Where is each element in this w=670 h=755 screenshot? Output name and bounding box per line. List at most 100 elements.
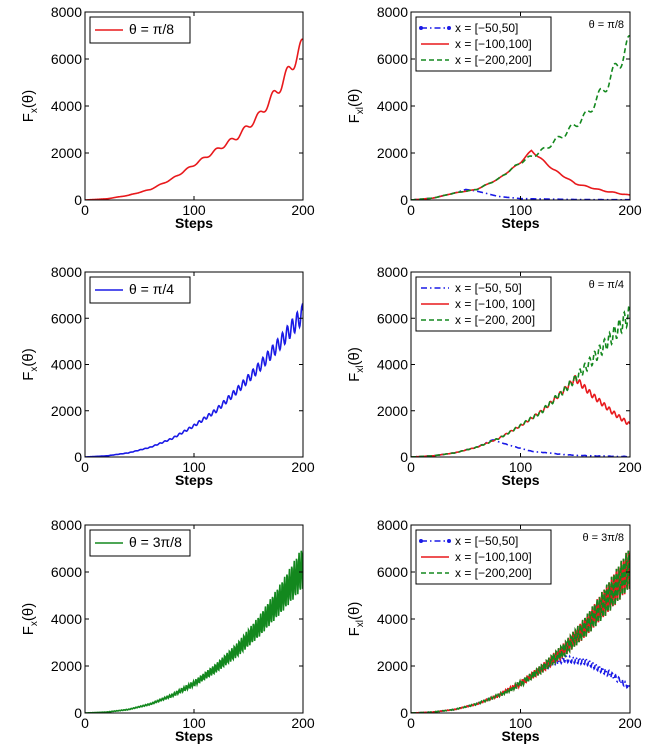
legend-label-1: x = [−100,100] (455, 37, 532, 51)
x-axis-label: Steps (175, 215, 213, 231)
y-label-sub: x (29, 367, 40, 372)
x-tick-label: 0 (81, 459, 89, 475)
y-label-tail: (θ) (346, 602, 363, 620)
plot-p4: 0 2000 4000 6000 8000 0 100 200 Steps Fxl(θ) θ = π… (346, 264, 642, 488)
legend-label-0: x = [−50, 50] (455, 281, 522, 295)
series-line-p6-1 (411, 550, 630, 713)
legend: x = [−50,50] x = [−100,100] x = [−200,200] (415, 16, 552, 72)
y-tick-label: 0 (400, 449, 408, 465)
y-tick-label: 0 (74, 449, 82, 465)
y-tick-label: 2000 (51, 658, 82, 674)
x-tick-label: 100 (509, 715, 533, 731)
y-label-tail: (θ) (20, 603, 37, 621)
legend-label-0: x = [−50,50] (455, 534, 518, 548)
x-tick-label: 100 (509, 202, 533, 218)
series-line-p2-2 (411, 35, 630, 200)
y-tick-label: 8000 (51, 517, 82, 533)
plot-p3: 0 2000 4000 6000 8000 0 100 200 Steps Fx(θ) θ = π/… (20, 264, 315, 488)
x-axis-label: Steps (175, 728, 213, 744)
y-label-main: F (346, 114, 363, 123)
y-tick-label: 4000 (51, 357, 82, 373)
y-tick-label: 6000 (377, 564, 408, 580)
y-tick-label: 8000 (377, 4, 408, 20)
x-axis-label: Steps (501, 472, 539, 488)
x-tick-label: 100 (509, 459, 533, 475)
legend-marker (447, 539, 451, 543)
y-axis-label: Fx(θ) (20, 348, 40, 381)
legend-label-2: x = [−200, 200] (455, 313, 535, 327)
y-tick-label: 2000 (377, 145, 408, 161)
y-tick-label: 6000 (51, 564, 82, 580)
plot-p1: 0 2000 4000 6000 8000 0 100 200 Steps Fx(θ) θ = π/… (20, 4, 315, 231)
y-tick-label: 0 (400, 705, 408, 721)
x-tick-label: 0 (407, 715, 415, 731)
series-line-p4-2 (411, 302, 630, 457)
y-tick-label: 8000 (377, 517, 408, 533)
y-label-sub: xl (355, 107, 366, 114)
y-label-sub: x (29, 108, 40, 113)
legend: θ = π/4 (89, 276, 191, 304)
theta-annotation: θ = π/4 (589, 279, 624, 291)
y-label-main: F (346, 627, 363, 636)
series-line-p5-0 (85, 550, 303, 713)
x-tick-label: 0 (407, 202, 415, 218)
y-label-tail: (θ) (346, 347, 363, 365)
y-tick-label: 6000 (51, 310, 82, 326)
y-tick-label: 4000 (377, 611, 408, 627)
series-line-p4-1 (411, 374, 630, 457)
legend-label-0: θ = 3π/8 (129, 534, 182, 550)
y-label-sub: xl (355, 620, 366, 627)
x-axis-label: Steps (501, 728, 539, 744)
legend-label-0: x = [−50,50] (455, 21, 518, 35)
x-axis-label: Steps (501, 215, 539, 231)
y-tick-label: 8000 (377, 264, 408, 280)
theta-annotation: θ = 3π/8 (582, 532, 624, 544)
y-axis-label: Fxl(θ) (346, 89, 366, 124)
y-label-main: F (20, 626, 37, 635)
legend-marker (419, 26, 423, 30)
x-tick-label: 0 (81, 715, 89, 731)
legend: x = [−50,50] x = [−100,100] x = [−200,200] (415, 529, 552, 585)
theta-annotation: θ = π/8 (589, 19, 624, 31)
y-label-tail: (θ) (20, 348, 37, 366)
legend-label-0: θ = π/4 (129, 281, 174, 297)
legend-label-2: x = [−200,200] (455, 53, 532, 67)
y-label-sub: xl (355, 365, 366, 372)
series-line-p3-0 (85, 302, 303, 457)
plot-p2: 0 2000 4000 6000 8000 0 100 200 Steps Fxl(θ) θ = π… (346, 4, 642, 231)
x-tick-label: 200 (291, 202, 315, 218)
series-line-p1-0 (85, 38, 303, 200)
y-label-main: F (346, 373, 363, 382)
legend-marker (419, 539, 423, 543)
x-tick-label: 200 (291, 459, 315, 475)
y-tick-label: 0 (74, 705, 82, 721)
x-tick-label: 200 (618, 715, 642, 731)
legend: θ = π/8 (89, 16, 191, 44)
y-tick-label: 2000 (51, 145, 82, 161)
y-tick-label: 8000 (51, 4, 82, 20)
y-tick-label: 4000 (377, 357, 408, 373)
y-label-main: F (20, 372, 37, 381)
y-tick-label: 2000 (377, 403, 408, 419)
series-line-p2-1 (411, 149, 630, 200)
legend: θ = 3π/8 (89, 529, 191, 557)
y-label-sub: x (29, 621, 40, 626)
x-tick-label: 200 (291, 715, 315, 731)
y-tick-label: 6000 (51, 51, 82, 67)
y-label-tail: (θ) (20, 90, 37, 108)
y-axis-label: Fxl(θ) (346, 347, 366, 382)
plot-p5: 0 2000 4000 6000 8000 0 100 200 Steps Fx(θ) θ = 3π… (20, 517, 315, 744)
x-axis-label: Steps (175, 472, 213, 488)
x-tick-label: 100 (182, 202, 206, 218)
y-axis-label: Fxl(θ) (346, 602, 366, 637)
x-tick-label: 0 (407, 459, 415, 475)
y-tick-label: 0 (400, 192, 408, 208)
y-tick-label: 4000 (377, 98, 408, 114)
legend-label-1: x = [−100,100] (455, 550, 532, 564)
y-axis-label: Fx(θ) (20, 90, 40, 123)
x-tick-label: 0 (81, 202, 89, 218)
y-tick-label: 6000 (377, 51, 408, 67)
x-tick-label: 100 (182, 459, 206, 475)
y-tick-label: 2000 (51, 403, 82, 419)
legend-label-1: x = [−100, 100] (455, 297, 535, 311)
